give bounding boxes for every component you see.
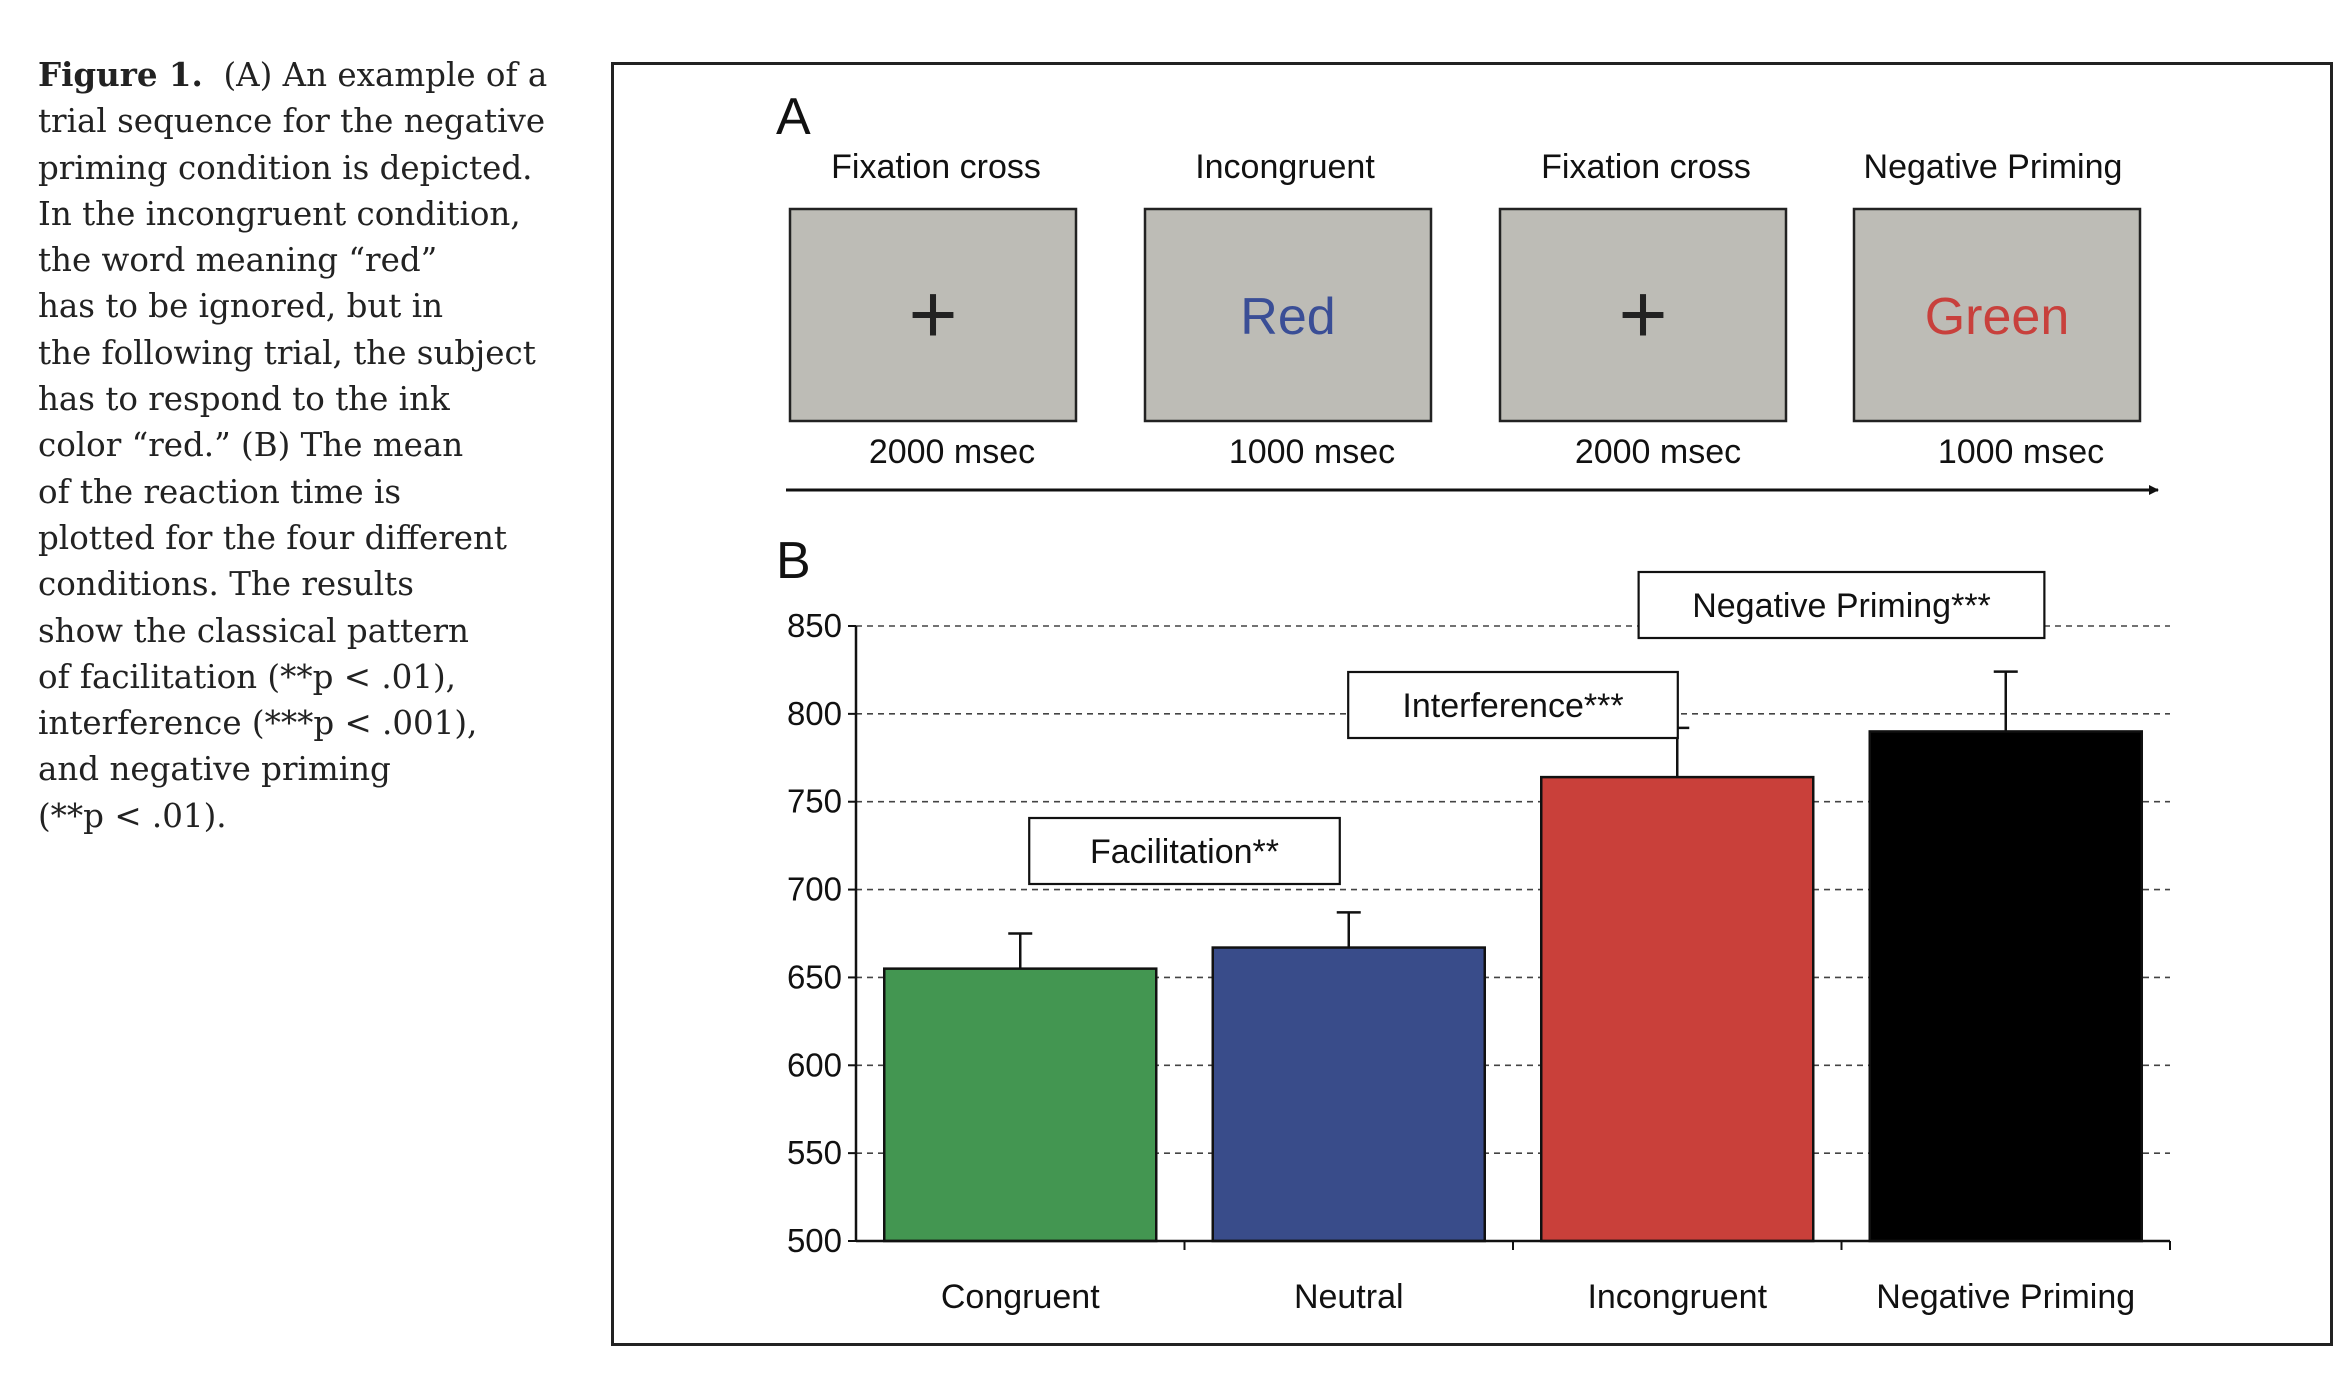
frame-duration: 1000 msec	[1938, 433, 2104, 471]
caption-line: show the classical pattern	[38, 611, 469, 650]
figure-label: Figure 1.	[38, 55, 203, 94]
frame-title: Fixation cross	[831, 148, 1041, 186]
bar	[1540, 775, 1815, 1243]
caption-line: of facilitation (**p < .01),	[38, 657, 457, 696]
y-tick-label: 750	[787, 783, 842, 820]
y-tick-label: 850	[787, 607, 842, 644]
caption-line: interference (***p < .001),	[38, 704, 478, 743]
fixation-cross: +	[908, 267, 957, 361]
stimulus-frame	[788, 207, 1078, 423]
panel-b-label: B	[776, 532, 811, 590]
caption-line: (**p < .01).	[38, 796, 227, 835]
y-tick-label: 600	[787, 1046, 842, 1083]
panel-a-label: A	[776, 88, 811, 146]
bar	[883, 967, 1158, 1243]
caption-first-line: Figure 1. (A) An example of a	[38, 52, 558, 98]
stimulus-frame	[1852, 207, 2142, 423]
stimulus-word: Green	[1925, 288, 2070, 346]
stimulus-word: Red	[1240, 288, 1335, 346]
y-tick-label: 700	[787, 871, 842, 908]
y-tick-label: 550	[787, 1134, 842, 1171]
frame-duration: 2000 msec	[1575, 433, 1741, 471]
caption-line: priming condition is depicted.	[38, 148, 533, 187]
frame-title: Incongruent	[1195, 148, 1375, 186]
annotation-box	[1028, 816, 1341, 886]
chart-annotations: Facilitation** Interference*** Negative Pr…	[1028, 570, 2046, 886]
caption-line: the following trial, the subject	[38, 333, 536, 372]
annotation-box	[1637, 570, 2046, 640]
trial-sequence: Fixation cross +2000 msec Incongruent Red 10…	[788, 148, 2142, 471]
chart-bars	[883, 730, 2143, 1243]
y-tick-label: 800	[787, 695, 842, 732]
figure-caption: Figure 1. (A) An example of a trial sequ…	[38, 52, 558, 839]
annotation-label: Facilitation**	[1090, 833, 1279, 871]
caption-line: plotted for the four different	[38, 518, 507, 557]
x-tick-label: Congruent	[941, 1278, 1100, 1316]
y-tick-label: 500	[787, 1222, 842, 1259]
x-tick-label: Incongruent	[1587, 1278, 1767, 1316]
figure-frame	[611, 62, 2333, 1346]
bar	[1868, 730, 2143, 1243]
caption-line: In the incongruent condition,	[38, 194, 521, 233]
bar	[1211, 946, 1486, 1243]
frame-title: Fixation cross	[1541, 148, 1751, 186]
frame-title: Negative Priming	[1864, 148, 2123, 186]
caption-line: of the reaction time is	[38, 472, 402, 511]
fixation-cross: +	[1618, 267, 1667, 361]
caption-line: the word meaning “red”	[38, 241, 438, 280]
x-tick-label: Neutral	[1294, 1278, 1404, 1316]
annotation-box	[1347, 670, 1679, 740]
frame-duration: 2000 msec	[869, 433, 1035, 471]
annotation-label: Interference***	[1402, 687, 1623, 725]
y-tick-labels: 500 550 600 650 700 750 800 850	[787, 607, 842, 1259]
x-tick-labels: Congruent Neutral Incongruent Negative Prim…	[941, 1278, 2135, 1316]
caption-line: has to respond to the ink	[38, 380, 450, 419]
frame-duration: 1000 msec	[1229, 433, 1395, 471]
caption-line: and negative priming	[38, 750, 391, 789]
caption-line: trial sequence for the negative	[38, 102, 546, 141]
chart-axis	[848, 625, 2171, 1250]
caption-line: conditions. The results	[38, 565, 414, 604]
stimulus-frame	[1143, 207, 1433, 423]
x-tick-label: Negative Priming	[1876, 1278, 2135, 1316]
stimulus-frame	[1498, 207, 1788, 423]
caption-line: has to be ignored, but in	[38, 287, 444, 326]
caption-line: color “red.” (B) The mean	[38, 426, 464, 465]
caption-line: (A) An example of a	[223, 56, 548, 94]
y-tick-label: 650	[787, 958, 842, 995]
annotation-label: Negative Priming***	[1692, 587, 1991, 625]
